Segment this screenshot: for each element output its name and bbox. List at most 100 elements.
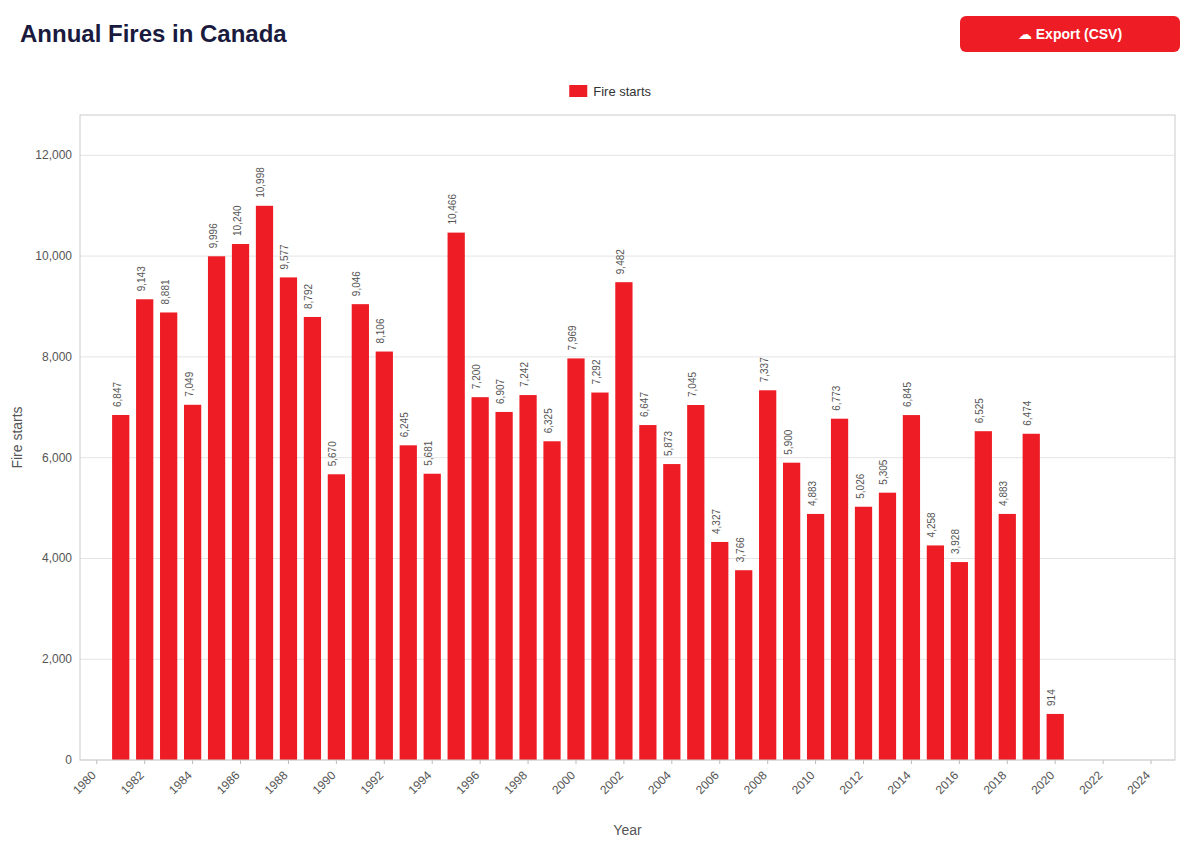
bar (232, 244, 249, 760)
x-tick (815, 760, 816, 764)
data-label: 7,045 (687, 372, 698, 397)
x-tick (1151, 760, 1152, 764)
data-label: 7,969 (567, 325, 578, 350)
data-label: 6,647 (639, 392, 650, 417)
data-label: 914 (1046, 689, 1057, 706)
data-label: 10,998 (255, 167, 266, 198)
x-tick-label: 1984 (166, 768, 195, 797)
x-tick-label: 2000 (549, 768, 578, 797)
x-tick (240, 760, 241, 764)
data-label: 10,466 (447, 194, 458, 225)
x-tick-label: 1990 (310, 768, 339, 797)
x-tick (288, 760, 289, 764)
x-tick (575, 760, 576, 764)
x-tick-label: 1986 (214, 768, 243, 797)
bar (256, 206, 273, 760)
y-tick-label: 2,000 (42, 652, 72, 666)
y-tick-label: 12,000 (35, 148, 72, 162)
x-axis: 1980198219841986198819901992199419961998… (70, 760, 1153, 797)
data-labels: 6,8479,1438,8817,0499,99610,24010,9989,5… (112, 167, 1057, 706)
bar (448, 233, 465, 760)
bar (663, 464, 680, 760)
data-label: 9,143 (136, 266, 147, 291)
x-tick (144, 760, 145, 764)
bar (855, 507, 872, 760)
grid (80, 155, 1175, 760)
x-tick (1103, 760, 1104, 764)
x-tick-label: 2014 (885, 768, 914, 797)
data-label: 5,900 (783, 429, 794, 454)
data-label: 6,847 (112, 382, 123, 407)
data-label: 10,240 (232, 205, 243, 236)
legend: Fire starts (569, 84, 651, 99)
x-tick (623, 760, 624, 764)
x-tick-label: 1988 (262, 768, 291, 797)
x-tick (432, 760, 433, 764)
x-tick-label: 2022 (1076, 768, 1105, 797)
data-label: 4,258 (926, 512, 937, 537)
x-tick-label: 1996 (453, 768, 482, 797)
bar (400, 445, 417, 760)
grid-line (80, 155, 1175, 156)
bar (184, 405, 201, 760)
data-label: 6,325 (543, 408, 554, 433)
bar (136, 299, 153, 760)
bar (280, 277, 297, 760)
y-tick-label: 0 (65, 753, 72, 767)
bar (591, 393, 608, 760)
bar (975, 431, 992, 760)
data-label: 7,049 (184, 371, 195, 396)
x-tick (671, 760, 672, 764)
x-tick (959, 760, 960, 764)
y-axis: 02,0004,0006,0008,00010,00012,000 (35, 148, 72, 767)
data-label: 6,474 (1022, 400, 1033, 425)
plot-frame (80, 115, 1175, 760)
export-button[interactable]: ☁ Export (CSV) (960, 16, 1180, 52)
data-label: 6,907 (495, 378, 506, 403)
bar (112, 415, 129, 760)
data-label: 5,305 (878, 459, 889, 484)
x-tick-label: 2018 (981, 768, 1010, 797)
bar (879, 493, 896, 760)
legend-label: Fire starts (593, 84, 651, 99)
data-label: 4,883 (807, 480, 818, 505)
x-tick-label: 1992 (358, 768, 387, 797)
x-tick (480, 760, 481, 764)
data-label: 7,242 (519, 362, 530, 387)
bar (807, 514, 824, 760)
bar (304, 317, 321, 760)
data-label: 3,928 (950, 529, 961, 554)
x-tick-label: 2024 (1124, 768, 1153, 797)
bar (1023, 434, 1040, 760)
bar (999, 514, 1016, 760)
bar (376, 352, 393, 760)
bar (783, 463, 800, 760)
data-label: 4,883 (998, 480, 1009, 505)
data-label: 9,482 (615, 249, 626, 274)
bars (112, 206, 1064, 760)
data-label: 6,245 (399, 412, 410, 437)
bar (352, 304, 369, 760)
data-label: 5,026 (855, 473, 866, 498)
x-tick (863, 760, 864, 764)
bar (639, 425, 656, 760)
bar (927, 545, 944, 760)
data-label: 9,577 (279, 244, 290, 269)
data-label: 5,670 (327, 441, 338, 466)
bar (711, 542, 728, 760)
data-label: 6,525 (974, 398, 985, 423)
data-label: 5,873 (663, 431, 674, 456)
chart: Annual Fires in Canada☁ Export (CSV)02,0… (0, 0, 1200, 849)
x-tick (1055, 760, 1056, 764)
bar (759, 390, 776, 760)
data-label: 7,200 (471, 364, 482, 389)
data-label: 8,106 (375, 318, 386, 343)
x-tick (96, 760, 97, 764)
x-tick-label: 2010 (789, 768, 818, 797)
bar (328, 474, 345, 760)
data-label: 6,773 (831, 385, 842, 410)
x-tick-label: 1998 (501, 768, 530, 797)
bar (687, 405, 704, 760)
x-tick (528, 760, 529, 764)
y-tick-label: 10,000 (35, 249, 72, 263)
